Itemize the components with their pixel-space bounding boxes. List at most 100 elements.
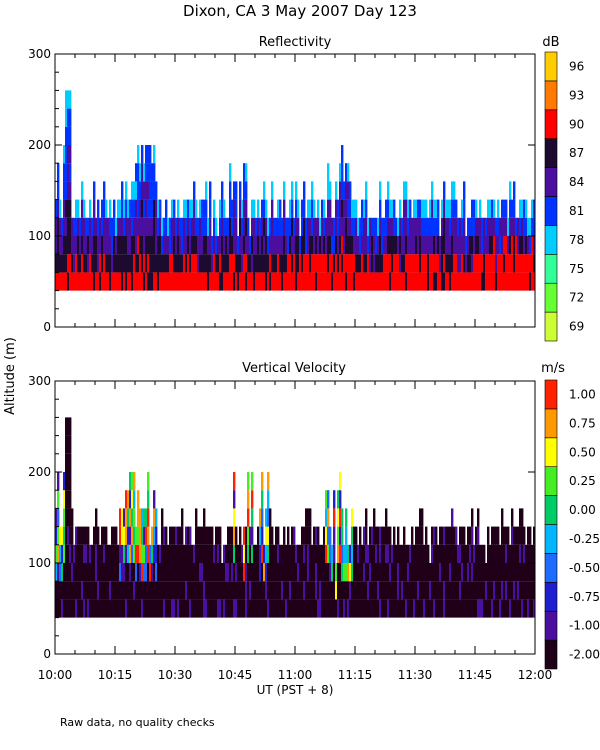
heatmap-cell [231, 599, 234, 618]
heatmap-cell [391, 581, 394, 600]
heatmap-cell [463, 526, 466, 545]
heatmap-cell [521, 544, 524, 563]
heatmap-cell [283, 599, 286, 618]
heatmap-cell [435, 217, 438, 236]
heatmap-cell [445, 563, 448, 582]
heatmap-cell [271, 236, 274, 255]
heatmap-cell [437, 217, 440, 236]
heatmap-cell [137, 163, 140, 182]
heatmap-cell [163, 563, 166, 582]
heatmap-cell [379, 599, 382, 618]
heatmap-cell [487, 526, 490, 545]
heatmap-cell [355, 254, 358, 273]
heatmap-cell [523, 199, 526, 218]
heatmap-cell [501, 236, 504, 255]
heatmap-cell [85, 563, 88, 582]
x-tick-label: 11:45 [458, 668, 493, 682]
heatmap-cell [471, 599, 474, 618]
heatmap-cell [183, 581, 186, 600]
heatmap-cell [417, 272, 420, 291]
heatmap-cell [173, 526, 176, 545]
heatmap-cell [403, 563, 406, 582]
heatmap-cell [417, 526, 420, 545]
heatmap-cell [483, 599, 486, 618]
heatmap-cell [165, 563, 168, 582]
heatmap-cell [115, 581, 118, 600]
heatmap-cell [195, 563, 198, 582]
heatmap-cell [247, 599, 250, 618]
heatmap-cell [495, 544, 498, 563]
heatmap-cell [209, 563, 212, 582]
heatmap-cell [155, 526, 158, 545]
heatmap-cell [381, 272, 384, 291]
heatmap-cell [391, 254, 394, 273]
heatmap-cell [515, 544, 518, 563]
heatmap-cell [165, 599, 168, 618]
heatmap-cell [263, 544, 266, 563]
heatmap-cell [185, 254, 188, 273]
heatmap-cell [431, 254, 434, 273]
heatmap-cell [107, 599, 110, 618]
heatmap-cell [79, 544, 82, 563]
heatmap-cell [241, 236, 244, 255]
heatmap-cell [217, 236, 220, 255]
heatmap-cell [249, 236, 252, 255]
heatmap-cell [417, 254, 420, 273]
heatmap-cell [69, 435, 72, 454]
heatmap-cell [219, 563, 222, 582]
heatmap-cell [489, 272, 492, 291]
heatmap-cell [283, 254, 286, 273]
heatmap-cell [143, 599, 146, 618]
heatmap-cell [283, 181, 286, 200]
heatmap-cell [221, 236, 224, 255]
heatmap-cell [203, 508, 206, 527]
heatmap-cell [141, 145, 144, 164]
heatmap-cell [455, 599, 458, 618]
heatmap-cell [313, 599, 316, 618]
heatmap-cell [351, 236, 354, 255]
heatmap-cell [233, 563, 236, 582]
heatmap-cell [107, 272, 110, 291]
heatmap-cell [265, 544, 268, 563]
heatmap-cell [419, 272, 422, 291]
heatmap-cell [403, 199, 406, 218]
heatmap-cell [531, 199, 534, 218]
heatmap-cell [69, 236, 72, 255]
heatmap-cell [107, 544, 110, 563]
heatmap-cell [529, 217, 532, 236]
reflectivity-units: dB [542, 35, 559, 50]
heatmap-cell [371, 272, 374, 291]
heatmap-cell [319, 599, 322, 618]
heatmap-cell [449, 199, 452, 218]
heatmap-cell [187, 254, 190, 273]
heatmap-cell [487, 272, 490, 291]
heatmap-cell [129, 563, 132, 582]
heatmap-cell [275, 599, 278, 618]
heatmap-cell [153, 181, 156, 200]
heatmap-cell [527, 236, 530, 255]
heatmap-cell [493, 199, 496, 218]
heatmap-cell [279, 544, 282, 563]
heatmap-cell [301, 544, 304, 563]
heatmap-cell [251, 563, 254, 582]
heatmap-cell [347, 544, 350, 563]
heatmap-cell [245, 163, 248, 182]
heatmap-cell [413, 217, 416, 236]
heatmap-cell [295, 599, 298, 618]
heatmap-cell [491, 272, 494, 291]
heatmap-cell [203, 526, 206, 545]
heatmap-cell [321, 236, 324, 255]
heatmap-cell [161, 544, 164, 563]
heatmap-cell [147, 181, 150, 200]
colorbar-swatch [544, 437, 558, 467]
heatmap-cell [351, 217, 354, 236]
heatmap-cell [487, 544, 490, 563]
colorbar-label: 96 [569, 59, 584, 73]
heatmap-cell [463, 217, 466, 236]
heatmap-cell [445, 236, 448, 255]
heatmap-cell [155, 217, 158, 236]
heatmap-cell [287, 217, 290, 236]
heatmap-cell [351, 526, 354, 545]
heatmap-cell [383, 236, 386, 255]
heatmap-cell [237, 599, 240, 618]
